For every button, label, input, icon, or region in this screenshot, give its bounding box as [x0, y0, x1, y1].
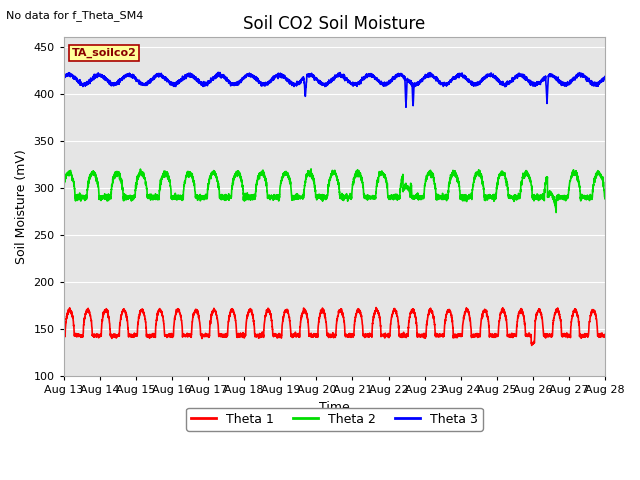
Legend: Theta 1, Theta 2, Theta 3: Theta 1, Theta 2, Theta 3	[186, 408, 483, 431]
Title: Soil CO2 Soil Moisture: Soil CO2 Soil Moisture	[243, 15, 426, 33]
Y-axis label: Soil Moisture (mV): Soil Moisture (mV)	[15, 149, 28, 264]
X-axis label: Time: Time	[319, 400, 350, 413]
Text: TA_soilco2: TA_soilco2	[72, 48, 137, 58]
Text: No data for f_Theta_SM4: No data for f_Theta_SM4	[6, 10, 144, 21]
